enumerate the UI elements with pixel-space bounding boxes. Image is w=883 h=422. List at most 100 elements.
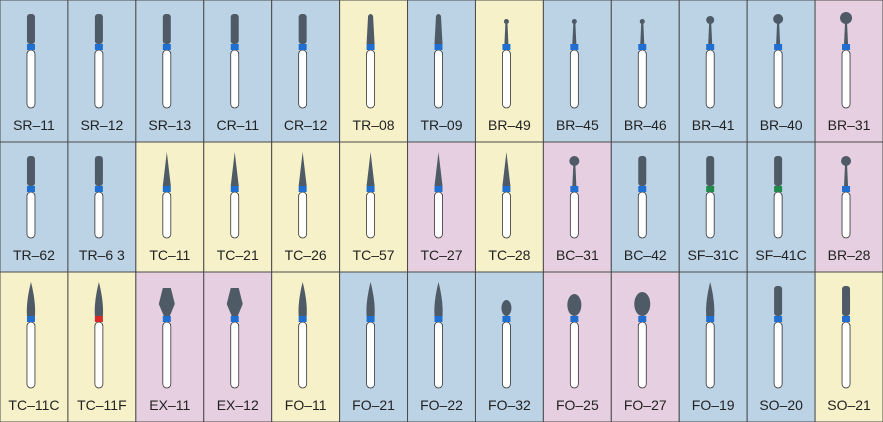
product-code: TC–26 [285, 247, 327, 263]
bur-shank [26, 49, 36, 109]
bur-shank [366, 49, 375, 109]
catalog-cell: TC–11C [0, 271, 69, 422]
catalog-cell: BR–31 [814, 0, 883, 143]
catalog-cell: BR–49 [474, 0, 544, 143]
bur-shank [773, 321, 783, 389]
product-code: FO–22 [420, 397, 463, 413]
catalog-cell: EX–12 [203, 271, 273, 422]
product-code: SF–31C [688, 247, 739, 263]
bur-band [502, 186, 511, 192]
bur-band [842, 44, 851, 50]
product-code: FO–27 [624, 397, 667, 413]
bur-shank [434, 49, 443, 109]
bur-band [774, 316, 783, 322]
catalog-cell: SR–11 [0, 0, 69, 143]
catalog-cell: TC–26 [271, 141, 341, 273]
bur-band [94, 44, 103, 50]
bur-shank [502, 191, 511, 239]
bur-head [366, 282, 375, 316]
bur-shank [298, 49, 308, 109]
catalog-cell: BC–31 [542, 141, 612, 273]
bur-band [570, 186, 579, 192]
bur-band [570, 316, 579, 322]
product-code: BR–41 [692, 117, 735, 133]
bur-head [571, 19, 577, 24]
product-code: BR–49 [488, 117, 531, 133]
product-code: BR–28 [828, 247, 871, 263]
catalog-cell: TC–11 [135, 141, 205, 273]
bur-band [94, 186, 103, 192]
bur-head [639, 19, 645, 24]
bur-band [162, 316, 171, 322]
catalog-cell: SO–20 [746, 271, 816, 422]
product-code: TR–09 [420, 117, 462, 133]
bur-head [226, 288, 243, 316]
product-code: TC–27 [420, 247, 462, 263]
bur-shank [230, 321, 240, 389]
catalog-cell: SO–21 [814, 271, 883, 422]
bur-band [230, 186, 239, 192]
bur-band [706, 316, 715, 322]
bur-shank [773, 191, 783, 239]
bur-shank [94, 321, 104, 389]
bur-head [230, 14, 239, 44]
bur-band [366, 44, 375, 50]
catalog-cell: FO–27 [610, 271, 680, 422]
bur-head [638, 156, 647, 186]
catalog-cell: BR–40 [746, 0, 816, 143]
bur-band [162, 186, 171, 192]
product-code: TC–11 [149, 247, 190, 263]
catalog-cell: TR–09 [407, 0, 476, 143]
product-code: BR–46 [624, 117, 667, 133]
bur-head [434, 14, 443, 44]
bur-head [230, 152, 239, 186]
product-code: BR–40 [760, 117, 803, 133]
catalog-cell: CR–11 [203, 0, 273, 143]
bur-head [162, 14, 171, 44]
product-code: FO–19 [692, 397, 735, 413]
bur-head [774, 286, 783, 316]
bur-shank [773, 49, 783, 109]
bur-shank [298, 321, 308, 389]
bur-band [706, 186, 715, 192]
product-code: TC–21 [217, 247, 259, 263]
bur-band [434, 44, 443, 50]
bur-head [840, 12, 853, 24]
bur-neck [844, 22, 849, 44]
bur-shank [434, 321, 443, 389]
catalog-cell: FO–25 [542, 271, 612, 422]
catalog-cell: BC–42 [610, 141, 680, 273]
bur-band [298, 186, 307, 192]
catalog-cell: TR–08 [339, 0, 409, 143]
bur-shank [569, 191, 579, 239]
catalog-cell: TC–57 [339, 141, 409, 273]
bur-band [502, 44, 511, 50]
bur-head [94, 14, 103, 44]
bur-head [634, 292, 651, 316]
catalog-cell: TC–28 [474, 141, 544, 273]
catalog-cell: TC–21 [203, 141, 273, 273]
product-code: SO–20 [759, 397, 803, 413]
bur-shank [162, 49, 172, 109]
bur-shank [26, 321, 36, 389]
bur-head [706, 282, 715, 316]
product-code: BC–31 [556, 247, 599, 263]
bur-band [842, 186, 851, 192]
catalog-cell: FO–11 [271, 271, 341, 422]
bur-shank [230, 191, 240, 239]
bur-head [841, 156, 852, 166]
product-code: CR–11 [216, 117, 259, 133]
product-code: EX–11 [149, 397, 190, 413]
bur-head [567, 294, 582, 316]
product-code: BR–31 [828, 117, 871, 133]
bur-shank [298, 191, 308, 239]
product-code: TR–6 3 [79, 247, 125, 263]
bur-neck [640, 22, 645, 44]
bur-shank [841, 191, 851, 239]
bur-neck [504, 22, 509, 44]
product-code: SR–12 [80, 117, 123, 133]
product-code: SF–41C [755, 247, 806, 263]
product-code: SO–21 [827, 397, 871, 413]
bur-band [94, 316, 103, 322]
